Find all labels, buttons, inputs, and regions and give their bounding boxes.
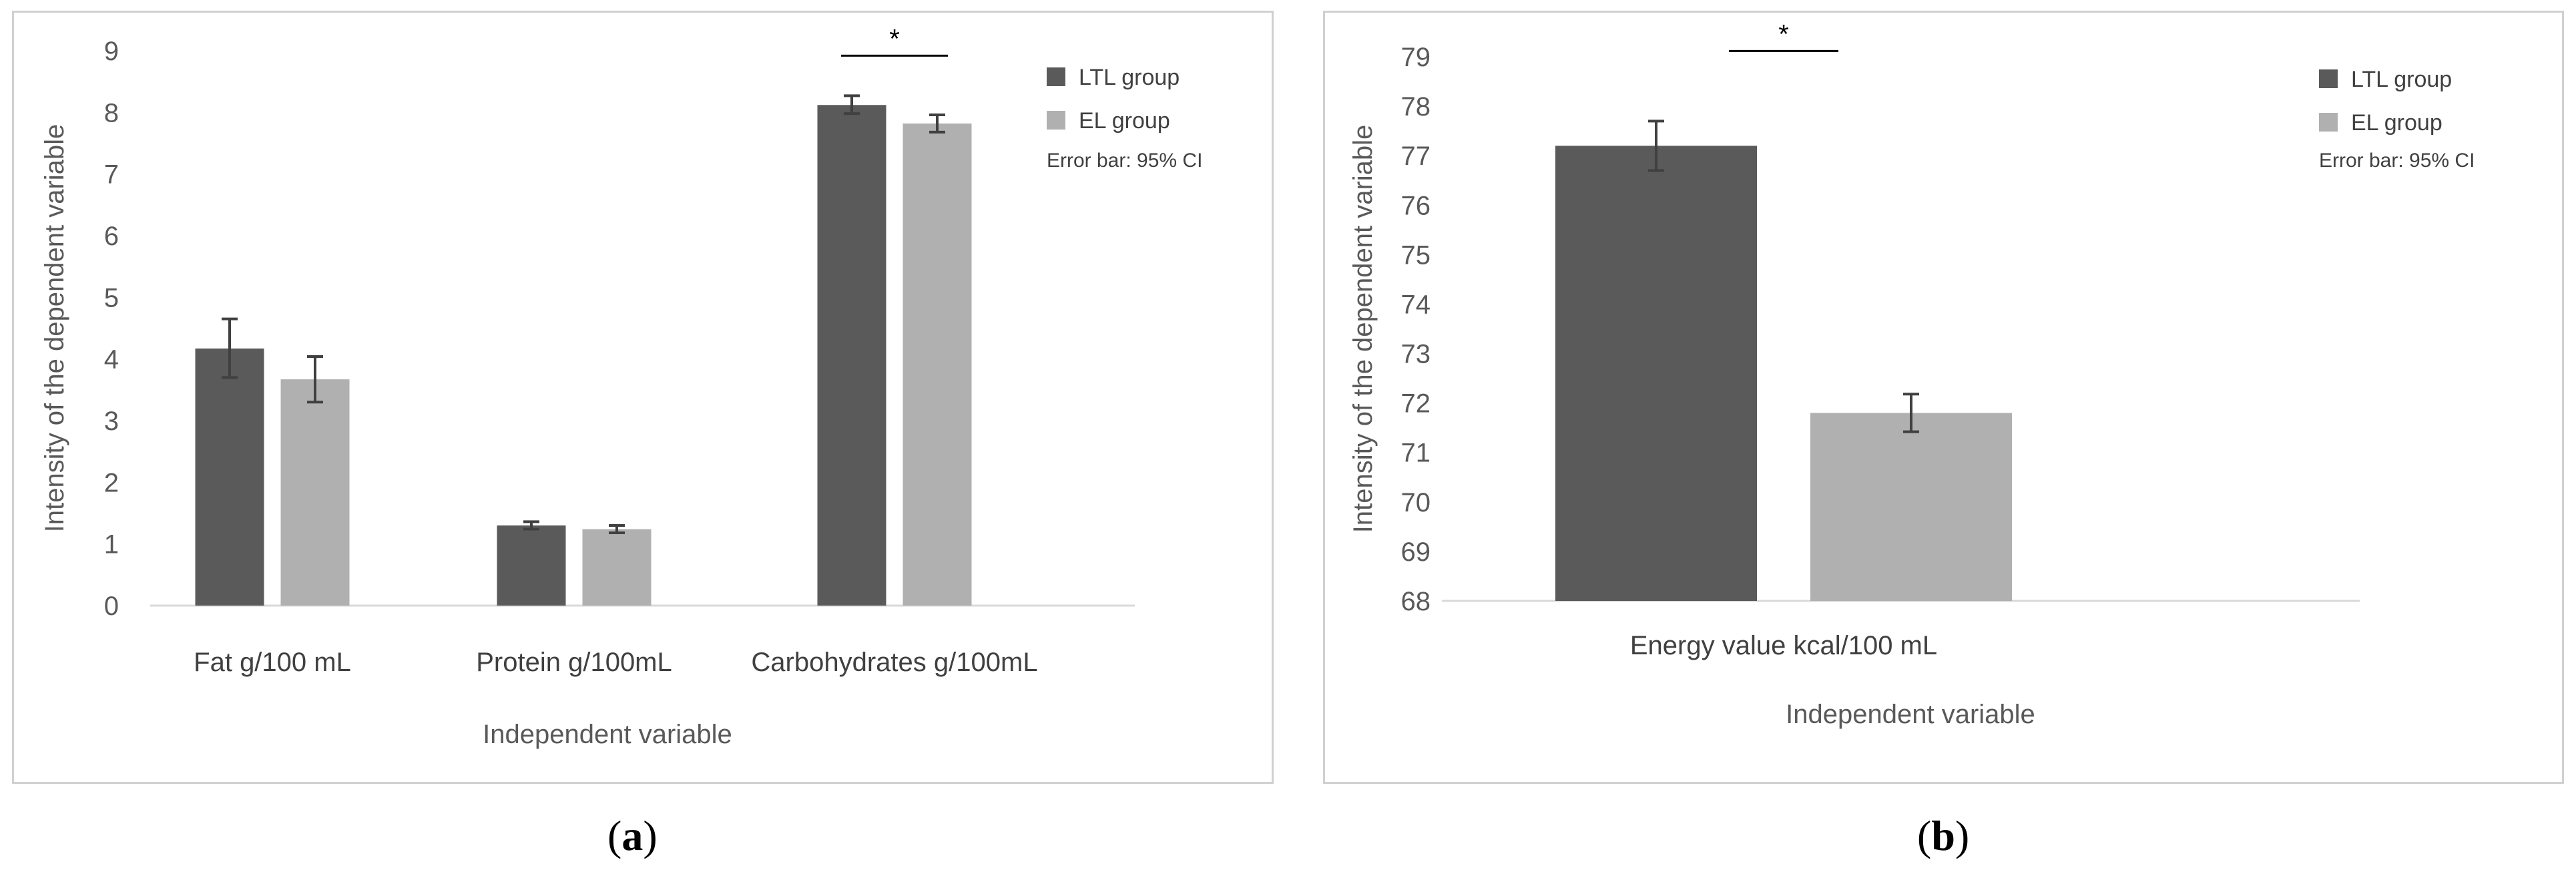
bar-a-series0-cat0	[195, 348, 264, 606]
y-tick-label-b: 72	[1401, 389, 1431, 419]
legend-swatch-a-series0	[1047, 67, 1065, 86]
bar-a-series0-cat1	[497, 525, 566, 606]
legend-note-a: Error bar: 95% CI	[1047, 150, 1202, 172]
x-axis-title-a: Independent variable	[483, 720, 732, 749]
significance-asterisk-a: *	[889, 24, 900, 53]
x-tick-label-b: Energy value kcal/100 mL	[1630, 631, 1937, 660]
y-tick-label-a: 6	[104, 222, 119, 251]
y-tick-label-b: 69	[1401, 537, 1431, 567]
x-tick-label-a: Carbohydrates g/100mL	[751, 648, 1037, 677]
y-tick-label-a: 1	[104, 530, 119, 560]
legend-label-b-series0: LTL group	[2351, 67, 2452, 92]
y-tick-label-b: 71	[1401, 439, 1431, 468]
legend-swatch-a-series1	[1047, 111, 1065, 130]
y-tick-label-a: 5	[104, 283, 119, 312]
y-tick-label-b: 78	[1401, 92, 1431, 122]
y-tick-label-b: 74	[1401, 290, 1431, 319]
y-tick-label-b: 79	[1401, 43, 1431, 72]
legend-label-b-series1: EL group	[2351, 110, 2442, 136]
y-tick-label-a: 0	[104, 592, 119, 621]
y-axis-title-a: Intensity of the dependent variable	[40, 124, 69, 533]
panel-label-b: (b)	[1917, 812, 1970, 859]
y-tick-label-b: 70	[1401, 488, 1431, 517]
y-tick-label-a: 8	[104, 98, 119, 128]
significance-asterisk-b: *	[1778, 19, 1789, 49]
y-tick-label-b: 73	[1401, 340, 1431, 369]
y-tick-label-a: 7	[104, 160, 119, 190]
panel-label-a: (a)	[607, 812, 658, 859]
legend-label-a-series0: LTL group	[1079, 65, 1180, 90]
legend-label-a-series1: EL group	[1079, 108, 1170, 134]
legend-note-b: Error bar: 95% CI	[2319, 150, 2475, 172]
y-tick-label-a: 3	[104, 407, 119, 436]
x-tick-label-a: Fat g/100 mL	[194, 648, 351, 677]
legend-swatch-b-series1	[2319, 113, 2338, 132]
chart-panel-b-frame	[1323, 11, 2564, 784]
y-tick-label-b: 68	[1401, 587, 1431, 616]
y-tick-label-b: 75	[1401, 240, 1431, 270]
bar-b-series0-cat0	[1555, 146, 1757, 601]
bar-b-series1-cat0	[1810, 413, 2012, 601]
bar-a-series1-cat0	[280, 379, 350, 606]
x-axis-title-b: Independent variable	[1786, 700, 2035, 729]
y-tick-label-b: 77	[1401, 142, 1431, 171]
y-tick-label-b: 76	[1401, 191, 1431, 220]
x-tick-label-a: Protein g/100mL	[476, 648, 672, 677]
y-tick-label-a: 4	[104, 345, 119, 375]
legend-swatch-b-series0	[2319, 69, 2338, 88]
bar-a-series1-cat2	[903, 123, 972, 606]
y-axis-title-b: Intensity of the dependent variable	[1348, 125, 1378, 533]
panel-label-a-text: a	[621, 812, 643, 859]
bar-a-series1-cat1	[582, 529, 652, 606]
y-tick-label-a: 9	[104, 37, 119, 66]
panel-label-b-text: b	[1931, 812, 1955, 859]
bar-a-series0-cat2	[817, 105, 886, 606]
y-tick-label-a: 2	[104, 468, 119, 497]
